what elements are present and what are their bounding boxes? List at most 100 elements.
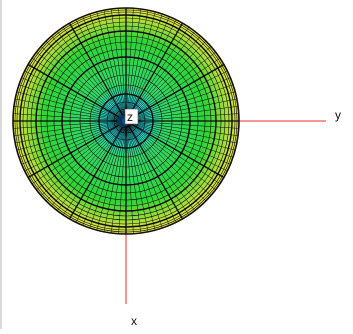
surface-mesh bbox=[13, 8, 239, 234]
mesh-spoke bbox=[129, 122, 231, 165]
mesh-spoke bbox=[103, 124, 126, 232]
mesh-spoke bbox=[129, 70, 228, 120]
mesh-spoke bbox=[126, 124, 141, 234]
mesh-spoke bbox=[57, 31, 124, 118]
mesh-spoke bbox=[82, 124, 125, 226]
mesh-spoke bbox=[127, 13, 163, 118]
mesh-spoke bbox=[128, 46, 212, 119]
z-label-box bbox=[124, 108, 139, 125]
mesh-spoke bbox=[24, 70, 123, 120]
mesh-spoke bbox=[127, 22, 184, 118]
mesh-spoke bbox=[126, 124, 134, 234]
mesh-spoke bbox=[129, 91, 236, 121]
mesh-spoke bbox=[31, 58, 123, 119]
mesh-spoke bbox=[127, 124, 177, 223]
mesh-spoke bbox=[13, 106, 123, 121]
mesh-spoke bbox=[31, 123, 123, 184]
mesh-spoke bbox=[118, 124, 126, 234]
mesh-spoke bbox=[40, 123, 124, 196]
mesh-spoke bbox=[128, 124, 189, 216]
mesh-spoke bbox=[82, 16, 125, 118]
mesh-spoke bbox=[63, 26, 124, 118]
mesh-spoke bbox=[129, 123, 221, 184]
mesh-spoke bbox=[75, 19, 125, 118]
mesh-spoke bbox=[129, 52, 216, 119]
mesh-spoke bbox=[16, 121, 123, 151]
mesh-spoke bbox=[13, 121, 123, 129]
mesh-spoke bbox=[127, 19, 177, 118]
mesh-spoke bbox=[128, 26, 189, 118]
mesh-spoke bbox=[103, 10, 126, 118]
mesh-spoke bbox=[128, 35, 201, 119]
mesh-spoke bbox=[127, 124, 184, 220]
mesh-spoke bbox=[57, 124, 124, 211]
mesh-spoke bbox=[63, 124, 124, 216]
mesh-spoke bbox=[126, 11, 156, 118]
mesh-spoke bbox=[45, 40, 124, 119]
mesh-spoke bbox=[89, 13, 125, 118]
mesh-spoke bbox=[129, 123, 216, 190]
mesh-spoke bbox=[68, 124, 125, 220]
mesh-spoke bbox=[129, 113, 239, 121]
mesh-spoke bbox=[51, 123, 124, 207]
x-axis-label: x bbox=[131, 314, 137, 328]
mesh-spoke bbox=[89, 124, 125, 229]
mesh-spoke bbox=[129, 121, 239, 136]
mesh-spoke bbox=[128, 123, 207, 202]
z-axis-label: z bbox=[127, 110, 133, 124]
mesh-spoke bbox=[68, 22, 125, 118]
mesh-spoke bbox=[36, 123, 123, 190]
mesh-spoke bbox=[126, 124, 156, 231]
mesh-spoke bbox=[36, 52, 123, 119]
y-axis-label: y bbox=[335, 108, 341, 122]
mesh-spoke bbox=[128, 123, 212, 196]
mesh-spoke bbox=[129, 106, 239, 121]
mesh-spoke bbox=[127, 124, 163, 229]
mesh-spoke bbox=[126, 8, 134, 118]
mesh-spoke bbox=[128, 124, 195, 211]
mesh-spoke bbox=[129, 122, 228, 172]
mesh-spoke bbox=[129, 98, 237, 121]
mesh-spoke bbox=[21, 77, 123, 120]
mesh-spoke bbox=[129, 121, 237, 144]
mesh-spoke bbox=[111, 8, 126, 118]
surface-outline bbox=[12, 7, 240, 235]
mesh-spoke bbox=[24, 122, 123, 172]
mesh-spoke bbox=[40, 46, 124, 119]
mesh-spoke bbox=[96, 11, 126, 118]
mesh-spoke bbox=[75, 124, 125, 223]
mesh-spoke bbox=[126, 124, 149, 232]
mesh-spoke bbox=[21, 122, 123, 165]
mesh-spoke bbox=[129, 77, 231, 120]
mesh-spoke bbox=[128, 40, 207, 119]
mesh-spoke bbox=[96, 124, 126, 231]
mesh-spoke bbox=[27, 122, 123, 179]
mesh-spoke bbox=[111, 124, 126, 234]
mesh-spoke bbox=[16, 91, 123, 121]
mesh-spoke bbox=[18, 84, 123, 120]
mesh-spoke bbox=[45, 123, 124, 202]
mesh-spoke bbox=[129, 63, 225, 120]
mesh-spoke bbox=[51, 35, 124, 119]
mesh-spoke bbox=[129, 58, 221, 119]
mesh-spoke bbox=[128, 31, 195, 118]
mesh-spoke bbox=[129, 122, 234, 158]
mesh-spoke bbox=[127, 16, 170, 118]
mesh-spoke bbox=[118, 8, 126, 118]
mesh-spoke bbox=[27, 63, 123, 120]
mesh-spoke bbox=[129, 84, 234, 120]
mesh-spoke bbox=[13, 121, 123, 136]
mesh-spoke bbox=[129, 121, 239, 129]
mesh-spoke bbox=[129, 122, 225, 179]
mesh-spoke bbox=[127, 124, 170, 226]
viewport-edge bbox=[0, 0, 2, 329]
mesh-spoke bbox=[15, 98, 123, 121]
mesh-spoke bbox=[126, 10, 149, 118]
mesh-spoke bbox=[13, 113, 123, 121]
mesh-spoke bbox=[15, 121, 123, 144]
mesh-spoke bbox=[126, 8, 141, 118]
mesh-spoke bbox=[128, 123, 201, 207]
mesh-spoke bbox=[129, 121, 236, 151]
